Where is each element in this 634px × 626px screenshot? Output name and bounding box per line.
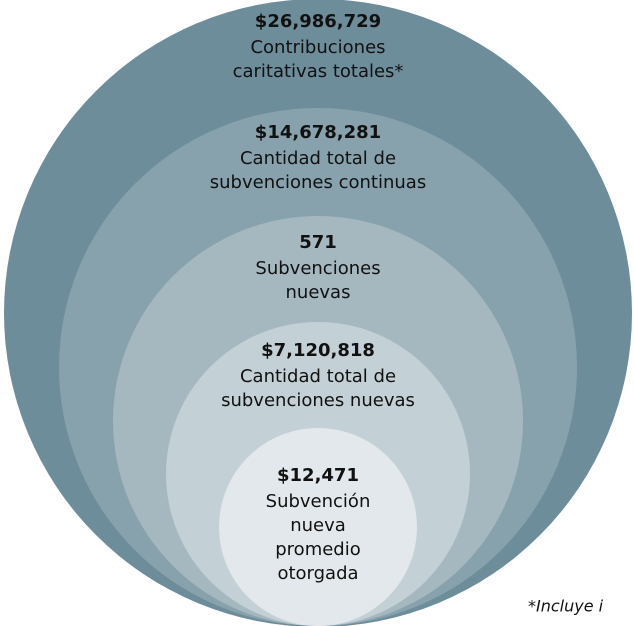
footnote: *Incluye i bbox=[528, 597, 604, 616]
node-label: Subvenciones bbox=[255, 258, 380, 279]
node-label: nueva bbox=[290, 515, 346, 536]
node-value: $7,120,818 bbox=[261, 340, 375, 361]
node-value: $26,986,729 bbox=[255, 11, 381, 32]
node-label: Contribuciones bbox=[250, 37, 385, 58]
node-label: Subvención bbox=[266, 491, 371, 512]
node-label: subvenciones continuas bbox=[210, 172, 426, 193]
labels: $26,986,729 Contribuciones caritativas tot… bbox=[210, 11, 426, 584]
circle-inner bbox=[219, 428, 417, 626]
node-label: subvenciones nuevas bbox=[221, 390, 415, 411]
node-value: 571 bbox=[299, 232, 337, 253]
node-label: promedio bbox=[275, 539, 361, 560]
node-label: Cantidad total de bbox=[240, 148, 396, 169]
node-label: nuevas bbox=[286, 282, 351, 303]
node-value: $14,678,281 bbox=[255, 122, 381, 143]
node-label: caritativas totales* bbox=[233, 61, 404, 82]
node-label: Cantidad total de bbox=[240, 366, 396, 387]
node-value: $12,471 bbox=[277, 465, 359, 486]
node-label: otorgada bbox=[277, 563, 358, 584]
